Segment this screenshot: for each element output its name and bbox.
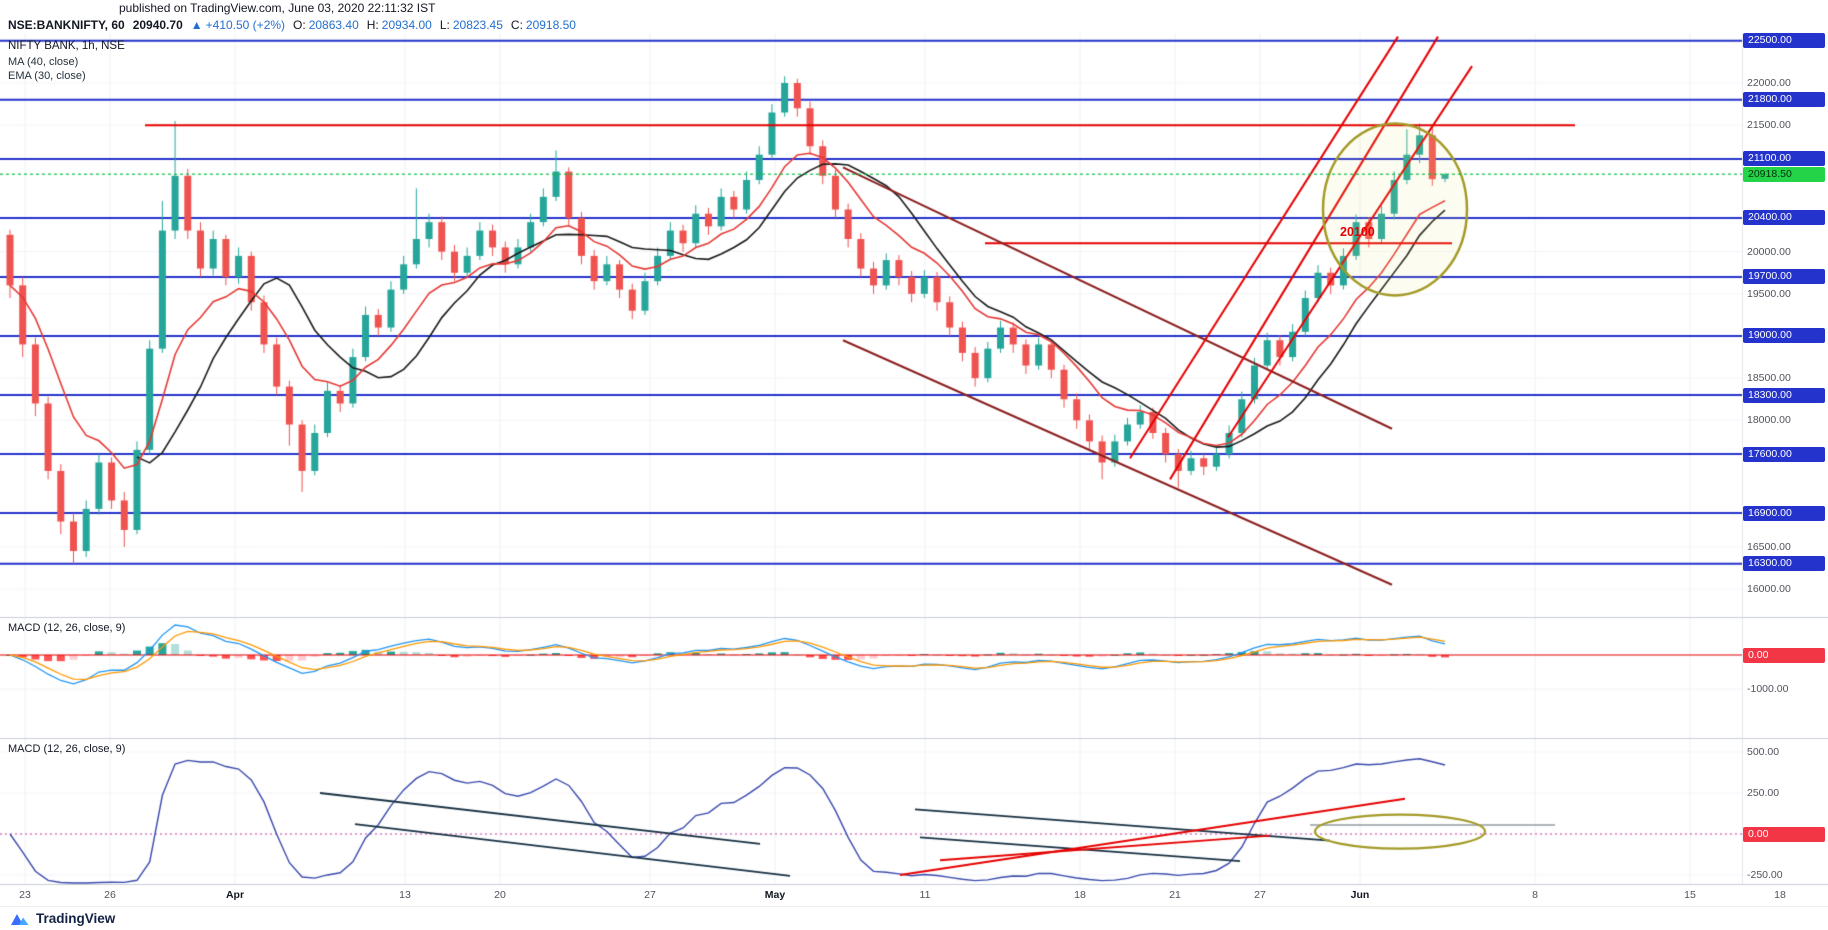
symbol-quote-bar: NSE:BANKNIFTY, 60 20940.70 ▲ +410.50 (+2… <box>0 17 1828 33</box>
tradingview-brand: TradingView <box>36 911 116 926</box>
open-value: 20863.40 <box>308 18 359 32</box>
change-up-arrow-icon: ▲ <box>190 18 203 32</box>
publish-line: published on TradingView.com, June 03, 2… <box>0 0 1828 17</box>
macd1-pane-label: MACD (12, 26, close, 9) <box>8 622 126 634</box>
last-traded-price: 20940.70 <box>132 18 183 32</box>
low-pair: L: 20823.45 <box>440 17 503 33</box>
close-value: 20918.50 <box>525 18 576 32</box>
open-label: O: <box>293 18 306 32</box>
symbol-name: NSE:BANKNIFTY, 60 <box>8 18 125 32</box>
tradingview-logo-icon[interactable] <box>10 911 30 927</box>
low-label: L: <box>439 18 450 32</box>
high-value: 20934.00 <box>381 18 432 32</box>
time-axis[interactable] <box>0 884 1828 906</box>
ema-indicator-label: EMA (30, close) <box>8 70 86 82</box>
high-pair: H: 20934.00 <box>367 17 432 33</box>
ma-indicator-label: MA (40, close) <box>8 56 79 68</box>
price-annotation-20100: 20100 <box>1340 225 1375 239</box>
low-value: 20823.45 <box>452 18 503 32</box>
close-pair: C: 20918.50 <box>511 17 576 33</box>
change-value: +410.50 (+2%) <box>205 18 286 32</box>
main-pane-title: NIFTY BANK, 1h, NSE <box>8 40 125 52</box>
macd2-pane-label: MACD (12, 26, close, 9) <box>8 743 126 755</box>
open-pair: O: 20863.40 <box>293 17 359 33</box>
price-change: ▲ +410.50 (+2%) <box>191 17 285 33</box>
high-label: H: <box>366 18 379 32</box>
footer-bar: TradingView <box>0 906 1828 930</box>
price-axis[interactable] <box>1742 33 1828 884</box>
close-label: C: <box>510 18 523 32</box>
